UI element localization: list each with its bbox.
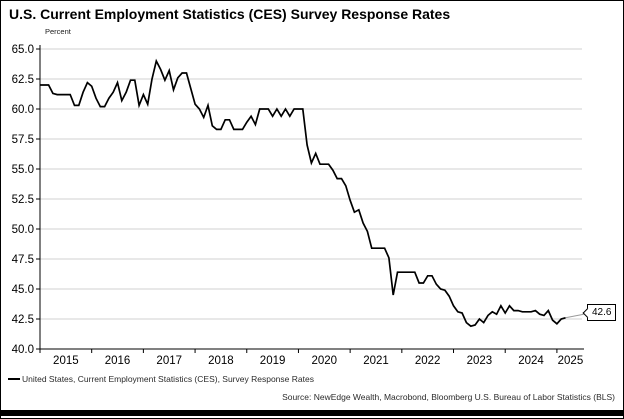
x-tick-label: 2025 bbox=[558, 355, 584, 367]
legend-label: United States, Current Employment Statis… bbox=[22, 374, 314, 384]
x-tick-label: 2022 bbox=[415, 355, 441, 367]
y-tick-label: 65.0 bbox=[12, 44, 34, 56]
y-tick-label: 62.5 bbox=[12, 74, 34, 86]
x-tick-label: 2024 bbox=[518, 355, 544, 367]
source-text: Source: NewEdge Wealth, Macrobond, Bloom… bbox=[282, 392, 615, 402]
y-tick-label: 47.5 bbox=[12, 254, 34, 266]
y-tick-label: 45.0 bbox=[12, 284, 34, 296]
x-tick-label: 2015 bbox=[53, 355, 79, 367]
x-tick-label: 2023 bbox=[467, 355, 493, 367]
legend: United States, Current Employment Statis… bbox=[8, 374, 314, 384]
y-tick-label: 60.0 bbox=[12, 104, 34, 116]
x-tick-label: 2016 bbox=[105, 355, 131, 367]
leader-line bbox=[565, 313, 586, 319]
x-tick-label: 2020 bbox=[311, 355, 337, 367]
y-axis-unit-label: Percent bbox=[45, 27, 71, 36]
x-tick-label: 2021 bbox=[363, 355, 389, 367]
data-line bbox=[40, 58, 566, 328]
bottom-bar bbox=[1, 410, 623, 416]
legend-line-swatch-icon bbox=[8, 378, 20, 380]
y-tick-label: 57.5 bbox=[12, 134, 34, 146]
y-tick-label: 52.5 bbox=[12, 194, 34, 206]
x-tick-label: 2017 bbox=[156, 355, 182, 367]
y-tick-label: 42.5 bbox=[12, 314, 34, 326]
x-tick-label: 2019 bbox=[260, 355, 286, 367]
last-value-callout: 42.6 bbox=[587, 304, 617, 321]
y-tick-label: 40.0 bbox=[12, 344, 34, 356]
x-tick-label: 2018 bbox=[208, 355, 234, 367]
y-tick-label: 55.0 bbox=[12, 164, 34, 176]
page-title: U.S. Current Employment Statistics (CES)… bbox=[9, 6, 451, 22]
y-tick-label: 50.0 bbox=[12, 224, 34, 236]
